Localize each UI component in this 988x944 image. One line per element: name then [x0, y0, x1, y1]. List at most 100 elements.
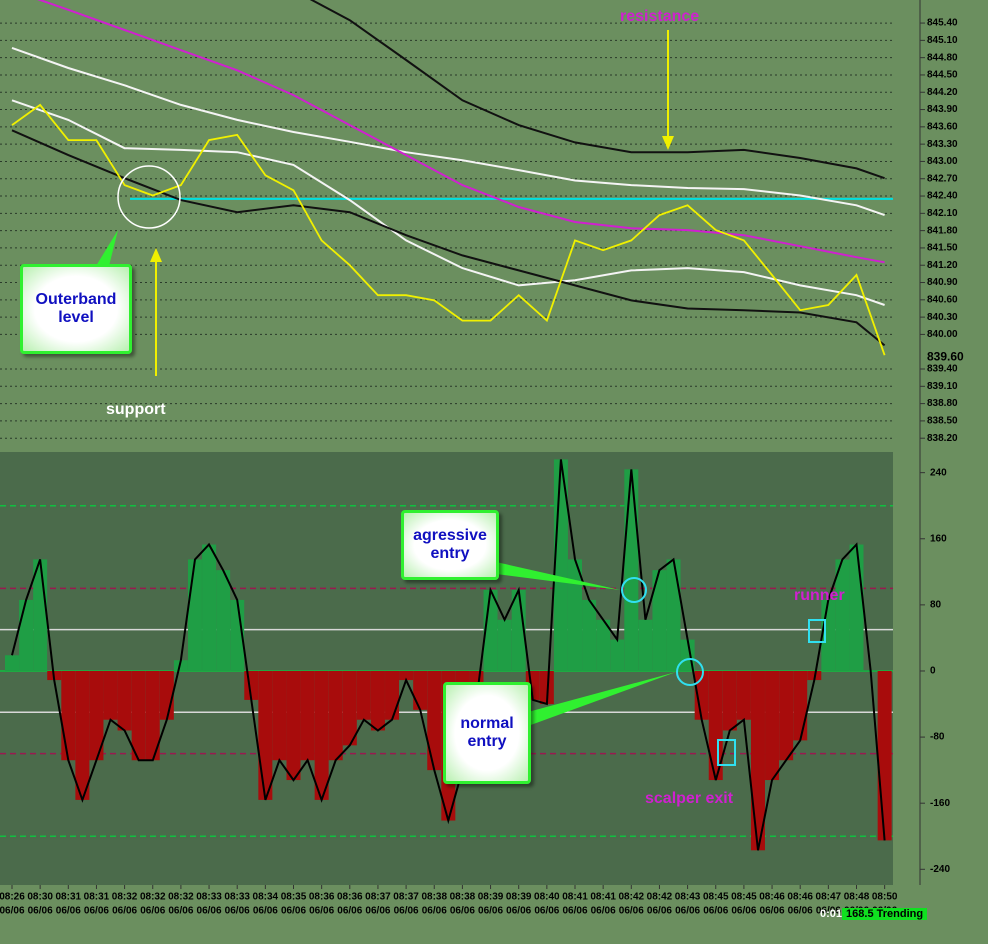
x-tick-label: 08:41 [562, 892, 588, 903]
x-date-label: 06/06 [112, 906, 137, 917]
histogram-bar [187, 559, 202, 671]
y-tick-label: -160 [930, 798, 950, 809]
x-tick-label: 08:36 [337, 892, 363, 903]
x-date-label: 06/06 [0, 906, 25, 917]
histogram-bar [342, 670, 357, 746]
aggressive-callout: agressive entry [401, 510, 499, 580]
histogram-bar [385, 670, 400, 720]
histogram-bar [356, 670, 371, 720]
scalper-marker [717, 739, 736, 766]
resistance-arrowhead [662, 136, 674, 150]
x-date-label: 06/06 [168, 906, 193, 917]
x-date-label: 06/06 [619, 906, 644, 917]
x-date-label: 06/06 [760, 906, 785, 917]
x-date-label: 06/06 [309, 906, 334, 917]
x-date-label: 06/06 [197, 906, 222, 917]
series-line [37, 0, 885, 264]
support-label: support [106, 401, 166, 418]
series-line [11, 99, 885, 306]
x-tick-label: 08:34 [253, 892, 279, 903]
last-price-label: 839.60 [927, 350, 964, 364]
histogram-bar [638, 619, 653, 671]
x-date-label: 06/06 [337, 906, 362, 917]
histogram-bar [328, 670, 343, 761]
x-date-label: 06/06 [394, 906, 419, 917]
series-line [11, 46, 885, 217]
y-tick-label: 240 [930, 467, 947, 478]
trend-state: 168.5 Trending [842, 908, 928, 920]
x-date-label: 06/06 [225, 906, 250, 917]
y-tick-label: -240 [930, 864, 950, 875]
histogram-bar [750, 670, 765, 851]
x-date-label: 06/06 [140, 906, 165, 917]
x-date-label: 06/06 [422, 906, 447, 917]
histogram-bar [103, 670, 118, 720]
histogram-bar [652, 570, 667, 671]
x-date-label: 06/06 [731, 906, 756, 917]
histogram-bar [19, 599, 34, 671]
x-tick-label: 08:26 [0, 892, 25, 903]
x-date-label: 06/06 [478, 906, 503, 917]
y-tick-label: 839.10 [927, 381, 958, 392]
x-tick-label: 08:32 [140, 892, 166, 903]
x-date-label: 06/06 [591, 906, 616, 917]
y-tick-label: 840.00 [927, 329, 958, 340]
x-date-label: 06/06 [562, 906, 587, 917]
histogram-bar [145, 670, 160, 761]
x-date-label: 06/06 [506, 906, 531, 917]
x-date-label: 06/06 [703, 906, 728, 917]
histogram-bar [399, 670, 414, 681]
histogram-bar [131, 670, 146, 761]
histogram-bar [596, 619, 611, 671]
x-tick-label: 08:31 [84, 892, 110, 903]
y-tick-label: 841.50 [927, 243, 958, 254]
x-date-label: 06/06 [788, 906, 813, 917]
histogram-bar [61, 670, 76, 761]
histogram-bar [821, 599, 836, 671]
normal-pointer [528, 672, 676, 726]
x-tick-label: 08:48 [844, 892, 870, 903]
x-date-label: 06/06 [281, 906, 306, 917]
x-date-label: 06/06 [534, 906, 559, 917]
aggressive-marker [621, 577, 647, 603]
y-tick-label: 842.40 [927, 191, 958, 202]
x-tick-label: 08:46 [759, 892, 785, 903]
x-tick-label: 08:38 [450, 892, 476, 903]
y-tick-label: 842.70 [927, 173, 958, 184]
y-tick-label: 845.40 [927, 18, 958, 29]
x-date-label: 06/06 [816, 906, 841, 917]
x-date-label: 06/06 [450, 906, 475, 917]
y-tick-label: 80 [930, 600, 942, 611]
histogram-bar [582, 599, 597, 671]
x-date-label: 06/06 [675, 906, 700, 917]
y-tick-label: 840.90 [927, 277, 958, 288]
histogram-bar [173, 660, 188, 671]
y-tick-label: 843.90 [927, 104, 958, 115]
histogram-bar [117, 670, 132, 731]
runner-label: runner [794, 587, 845, 604]
histogram-bar [5, 655, 19, 671]
resistance-label: resistance [620, 8, 700, 25]
histogram-bar [765, 670, 780, 781]
x-tick-label: 08:42 [647, 892, 673, 903]
histogram-bar [370, 670, 385, 731]
y-tick-label: 841.80 [927, 225, 958, 236]
y-tick-label: 843.00 [927, 156, 958, 167]
histogram-bar [300, 670, 315, 761]
y-tick-label: 838.80 [927, 398, 958, 409]
x-tick-label: 08:38 [421, 892, 447, 903]
histogram-bar [666, 559, 681, 671]
y-tick-label: 844.50 [927, 70, 958, 81]
x-date-label: 06/06 [56, 906, 81, 917]
histogram-bar [877, 670, 892, 841]
x-tick-label: 08:40 [534, 892, 560, 903]
x-date-label: 06/06 [365, 906, 390, 917]
scalper-label: scalper exit [645, 790, 734, 807]
outerband-callout: Outerband level [20, 264, 132, 354]
normal-marker [676, 658, 704, 686]
y-tick-label: 841.20 [927, 260, 958, 271]
x-tick-label: 08:50 [872, 892, 898, 903]
series-line [309, 0, 885, 180]
histogram-bar [89, 670, 104, 761]
